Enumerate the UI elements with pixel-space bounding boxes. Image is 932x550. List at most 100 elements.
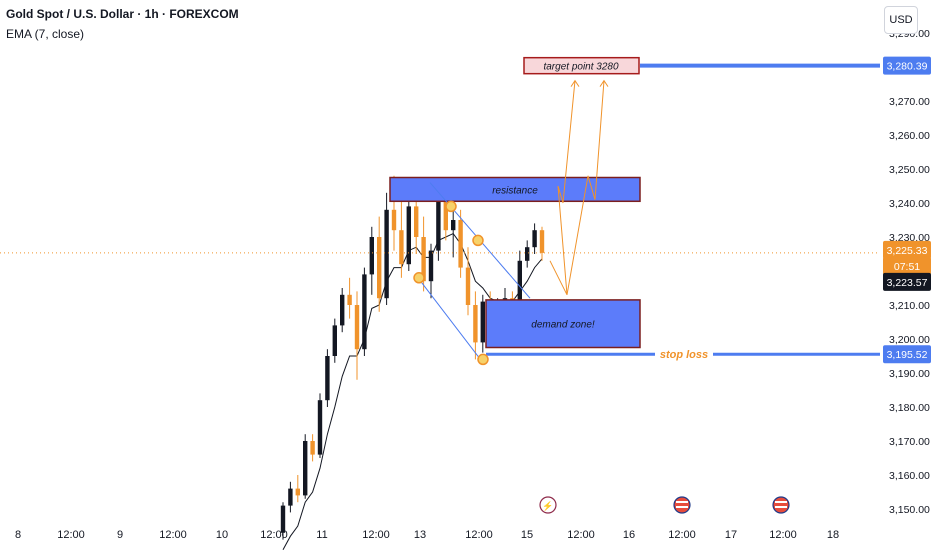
candle-body [428, 250, 434, 282]
ema-line-layer [282, 232, 543, 550]
y-tick-label: 3,170.00 [889, 436, 930, 448]
x-tick-label: 8 [15, 529, 21, 541]
candle-body [539, 230, 545, 253]
x-tick-label: 13 [414, 529, 426, 541]
arrow-head [570, 79, 580, 87]
candle-body [406, 206, 411, 265]
y-tick-label: 3,150.00 [889, 504, 930, 516]
demand-zone [485, 299, 641, 349]
y-tick-label: 3,210.00 [889, 300, 930, 312]
stop-loss-price-label-bg [883, 345, 931, 364]
candle-body [317, 400, 323, 455]
flag-stripe [775, 506, 787, 508]
target-box [523, 56, 640, 75]
candle-body [362, 274, 367, 350]
symbol-title[interactable]: Gold Spot / U.S. Dollar · 1h · FOREXCOM [6, 7, 239, 21]
ema-price-label-bg [883, 272, 931, 291]
stop-loss-label: stop loss [660, 349, 708, 361]
candle-body [340, 294, 345, 326]
target-price-label-bg [883, 56, 931, 75]
x-tick-label: 12:00 [260, 529, 288, 541]
countdown-label-bg [883, 256, 931, 275]
y-tick-label: 3,270.00 [889, 96, 930, 108]
x-tick-label: 11 [316, 529, 327, 541]
candle-body [414, 206, 419, 237]
us-flag-event-icon [772, 496, 790, 514]
drawings-layer: resistance demand zone! target point 3280 s… [0, 56, 880, 366]
candle-body [517, 260, 522, 305]
candle-body [421, 237, 426, 282]
y-tick-label: 3,250.00 [889, 164, 930, 176]
y-tick-label: 3,260.00 [889, 130, 930, 142]
x-tick-label: 18 [827, 529, 839, 541]
projection-path [549, 80, 576, 296]
y-tick-label: 3,160.00 [889, 470, 930, 482]
x-tick-label: 17 [725, 529, 737, 541]
lightning-event-icon [539, 496, 557, 514]
x-tick-label: 9 [117, 529, 123, 541]
candle-body [525, 247, 530, 261]
current-price-label: 3,225.33 [887, 245, 928, 257]
x-tick-label: 12:00 [57, 529, 85, 541]
us-flag-event-icon [673, 496, 691, 514]
stop-loss-label-bg [655, 346, 713, 363]
x-tick-label: 12:00 [668, 529, 696, 541]
candle-body [480, 301, 485, 343]
candle-body [310, 441, 315, 455]
candle-body [288, 488, 293, 506]
target-label: target point 3280 [543, 62, 618, 73]
indicator-legend[interactable]: EMA (7, close) [6, 27, 85, 41]
x-tick-label: 12:00 [362, 529, 390, 541]
x-tick-label: 15 [521, 529, 533, 541]
pivot-marker [472, 234, 484, 247]
candle-body [280, 505, 286, 533]
price-axis[interactable]: 3,150.00 3,160.00 3,170.00 3,180.00 3,190.00… [883, 28, 931, 516]
candle-body [465, 267, 471, 305]
candle-body [303, 441, 308, 496]
candle-body [473, 305, 478, 343]
x-tick-label: 12:00 [159, 529, 187, 541]
candle-body [399, 230, 404, 265]
stop-loss-price-label: 3,195.52 [887, 349, 928, 361]
x-tick-label: 12:00 [465, 529, 493, 541]
flag-stripe [676, 501, 688, 503]
pivot-marker [413, 272, 425, 284]
y-tick-label: 3,200.00 [889, 334, 930, 346]
resistance-label: resistance [492, 185, 538, 196]
resistance-zone [389, 176, 641, 203]
arrow-head [599, 79, 609, 87]
demand-zone-label: demand zone! [531, 320, 595, 331]
candle-body [295, 488, 300, 496]
candle-body [436, 192, 441, 251]
current-price-label-bg [883, 240, 931, 259]
candle-body [532, 230, 537, 248]
lightning-glyph-icon: ⚡ [542, 500, 553, 512]
channel-lower-line [417, 277, 484, 364]
candle-body [451, 220, 456, 231]
flag-stripe [775, 501, 787, 503]
ema-price-label: 3,223.57 [887, 277, 928, 289]
pivot-marker [445, 200, 457, 213]
time-axis[interactable]: 8 12:00 9 12:00 10 12:00 11 12:00 13 12:00 15 12:00… [15, 529, 839, 541]
candle-body [332, 325, 337, 356]
currency-button[interactable]: USD [884, 6, 918, 34]
pivot-marker [477, 353, 489, 366]
candle-body [377, 237, 382, 299]
candle-body [354, 305, 360, 350]
y-tick-label: 3,190.00 [889, 368, 930, 380]
candle-body [369, 237, 374, 275]
candle-body [391, 209, 397, 231]
target-price-label: 3,280.39 [887, 61, 928, 73]
candles-layer [280, 175, 545, 540]
x-tick-label: 12:00 [769, 529, 797, 541]
candle-body [384, 209, 389, 299]
y-tick-label: 3,180.00 [889, 402, 930, 414]
y-tick-label: 3,240.00 [889, 198, 930, 210]
flag-stripe [676, 506, 688, 508]
candle-body [443, 192, 448, 231]
events-layer: ⚡ [539, 496, 790, 514]
projection-path-alt [566, 80, 605, 295]
x-tick-label: 16 [623, 529, 635, 541]
countdown-label: 07:51 [894, 261, 920, 273]
